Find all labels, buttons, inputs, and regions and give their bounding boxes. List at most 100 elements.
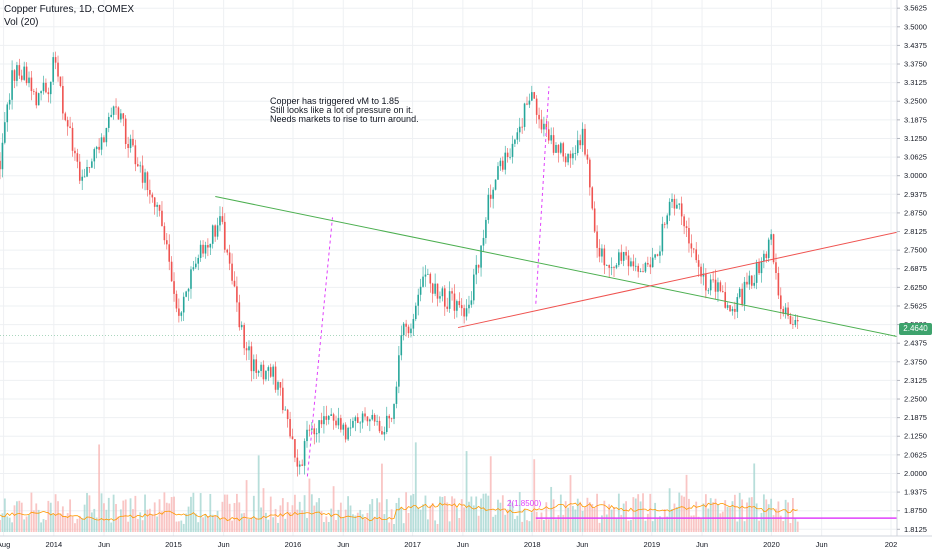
price-tick-label: 3.0625 bbox=[904, 153, 927, 162]
candle-body bbox=[557, 144, 560, 153]
candle-body bbox=[4, 122, 6, 143]
candle-body bbox=[719, 282, 722, 292]
candle-body bbox=[753, 282, 756, 286]
candle-body bbox=[470, 300, 473, 305]
annotation-line-3[interactable]: Needs markets to rise to turn around. bbox=[270, 114, 419, 124]
volume-bar bbox=[318, 498, 320, 532]
volume-bar bbox=[470, 496, 473, 532]
time-tick-label: Jun bbox=[696, 540, 708, 549]
volume-bar bbox=[347, 496, 350, 532]
candle-body bbox=[37, 93, 40, 106]
volume-bar bbox=[57, 501, 59, 532]
candle-body bbox=[755, 262, 758, 283]
volume-bar bbox=[441, 496, 444, 532]
volume-bar bbox=[784, 499, 787, 532]
candle-body bbox=[78, 161, 81, 181]
candle-body bbox=[337, 418, 340, 426]
annotation-line-2[interactable]: Still looks like a lot of pressure on it… bbox=[270, 105, 414, 115]
volume-bar bbox=[352, 514, 354, 532]
candle-body bbox=[540, 119, 543, 130]
time-axis[interactable]: Aug 2014 Jun 2015 Jun 2016 Jun 2017 Jun 2018 Jun 20… bbox=[0, 540, 897, 549]
volume-bar bbox=[511, 502, 514, 532]
volume-bar bbox=[487, 495, 490, 532]
candle-body bbox=[66, 120, 69, 127]
annotation-line-1[interactable]: Copper has triggered vM to 1.85 bbox=[270, 96, 400, 106]
trendlines[interactable] bbox=[0, 86, 898, 519]
target-level-label: 2(1.8500) bbox=[507, 499, 542, 508]
volume-bar bbox=[289, 512, 291, 532]
volume-bar bbox=[49, 502, 52, 532]
price-tick-label: 2.0625 bbox=[904, 450, 927, 459]
price-tick-label: 2.6250 bbox=[904, 283, 927, 292]
price-tick-label: 3.4375 bbox=[904, 41, 927, 50]
price-tick-label: 2.2500 bbox=[904, 395, 927, 404]
candle-body bbox=[47, 92, 50, 95]
volume-bar bbox=[726, 506, 729, 532]
candle-body bbox=[572, 153, 574, 159]
candle-body bbox=[777, 272, 780, 296]
candle-body bbox=[671, 198, 673, 202]
candle-body bbox=[656, 254, 659, 256]
volume-bar bbox=[170, 497, 173, 532]
candle-body bbox=[306, 429, 308, 442]
candle-body bbox=[238, 302, 241, 328]
candle-body bbox=[596, 231, 598, 248]
price-axis[interactable]: 3.5625 3.5000 3.4375 3.3750 3.3125 3.2500 3.18… bbox=[897, 4, 927, 534]
candle-body bbox=[632, 261, 635, 267]
volume-bar bbox=[543, 520, 545, 532]
candle-body bbox=[678, 203, 681, 205]
candle-body bbox=[243, 325, 245, 349]
candle-body bbox=[1, 142, 4, 170]
candle-body bbox=[284, 409, 287, 411]
volume-bar bbox=[680, 495, 683, 532]
volume-bar bbox=[277, 522, 279, 532]
volume-bar bbox=[216, 510, 219, 532]
candle-body bbox=[475, 264, 478, 275]
candle-body bbox=[405, 323, 407, 327]
candle-body bbox=[775, 262, 777, 273]
volume-bar bbox=[610, 509, 613, 532]
volume-bar bbox=[692, 515, 695, 532]
candle-body bbox=[86, 166, 88, 177]
candle-body bbox=[400, 335, 403, 356]
volume-bar bbox=[729, 507, 731, 532]
candle-body bbox=[726, 305, 729, 308]
volume-bar bbox=[202, 517, 204, 532]
candle-body bbox=[502, 160, 504, 170]
volume-bar bbox=[20, 502, 23, 532]
candle-body bbox=[439, 296, 441, 299]
volume-bar bbox=[284, 518, 287, 532]
volume-bar bbox=[371, 498, 374, 532]
candle-body bbox=[303, 441, 306, 466]
candle-body bbox=[516, 132, 519, 140]
candle-body bbox=[197, 257, 200, 264]
candle-body bbox=[485, 219, 487, 238]
volume-bar bbox=[238, 502, 241, 532]
volume-bar bbox=[32, 510, 35, 532]
candle-body bbox=[676, 204, 678, 209]
volume-bar bbox=[337, 509, 340, 532]
volume-bar bbox=[746, 502, 748, 532]
volume-bar bbox=[787, 502, 789, 532]
volume-bar bbox=[588, 502, 591, 532]
volume-bar bbox=[206, 516, 209, 532]
candle-body bbox=[398, 355, 400, 387]
candle-body bbox=[569, 153, 572, 159]
volume-bar bbox=[11, 522, 13, 532]
volume-bar bbox=[344, 509, 347, 532]
candle-body bbox=[668, 201, 671, 216]
candle-body bbox=[707, 290, 710, 292]
candle-body bbox=[487, 194, 490, 220]
volume-bar bbox=[296, 509, 299, 532]
candle-body bbox=[93, 149, 96, 162]
candle-body bbox=[424, 274, 427, 277]
candle-body bbox=[381, 431, 383, 435]
candle-body bbox=[296, 457, 299, 467]
candle-body bbox=[765, 253, 768, 258]
candle-body bbox=[390, 418, 393, 420]
volume-bar bbox=[760, 512, 763, 532]
candle-body bbox=[279, 382, 282, 388]
volume-bar bbox=[42, 519, 45, 532]
